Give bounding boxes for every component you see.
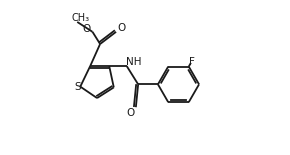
Text: CH₃: CH₃ <box>71 13 89 23</box>
Text: F: F <box>189 57 195 66</box>
Text: NH: NH <box>126 57 142 67</box>
Text: O: O <box>126 108 135 118</box>
Text: O: O <box>82 24 90 34</box>
Text: O: O <box>117 23 126 33</box>
Text: S: S <box>75 82 81 92</box>
